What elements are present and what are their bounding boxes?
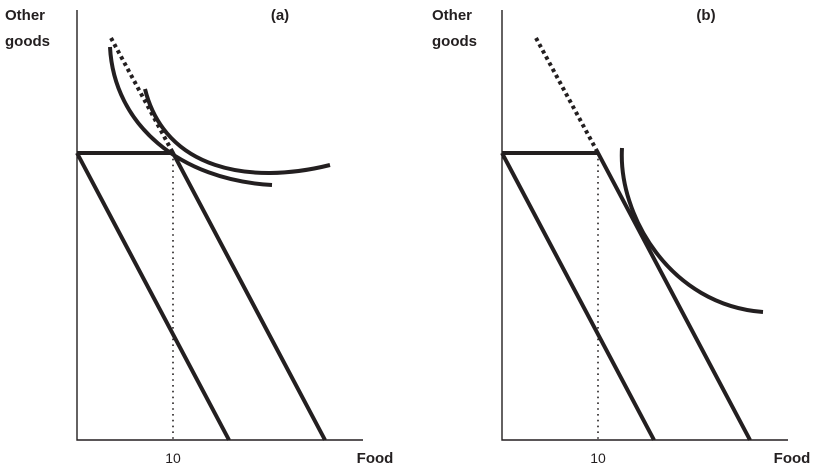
x-tick-label: 10 (590, 450, 606, 466)
x-axis-label: Food (357, 450, 394, 467)
panel-b: Other goods (b) 10 Food (432, 7, 810, 467)
x-tick-label: 10 (165, 450, 181, 466)
axes (76, 10, 363, 441)
original-budget-line (75, 152, 231, 441)
y-axis-label-line2: goods (432, 33, 477, 50)
x-axis-label: Food (774, 450, 811, 467)
panel-label: (a) (271, 7, 289, 24)
original-budget-line (500, 152, 656, 441)
panel-label: (b) (696, 7, 715, 24)
panel-a: Other goods (a) 10 Food (5, 7, 393, 467)
cash-budget-extension (109, 37, 175, 154)
indifference-curve (619, 147, 764, 314)
cash-budget-extension (534, 37, 600, 154)
y-axis-label-line1: Other (432, 7, 472, 24)
budget-line-with-subsidy (77, 151, 327, 441)
y-axis-label-line2: goods (5, 33, 50, 50)
axes (501, 10, 788, 441)
y-axis-label-line1: Other (5, 7, 45, 24)
indifference-curve-higher (143, 88, 331, 175)
indifference-curve-lower (108, 46, 273, 187)
budget-line-with-subsidy (502, 151, 752, 441)
